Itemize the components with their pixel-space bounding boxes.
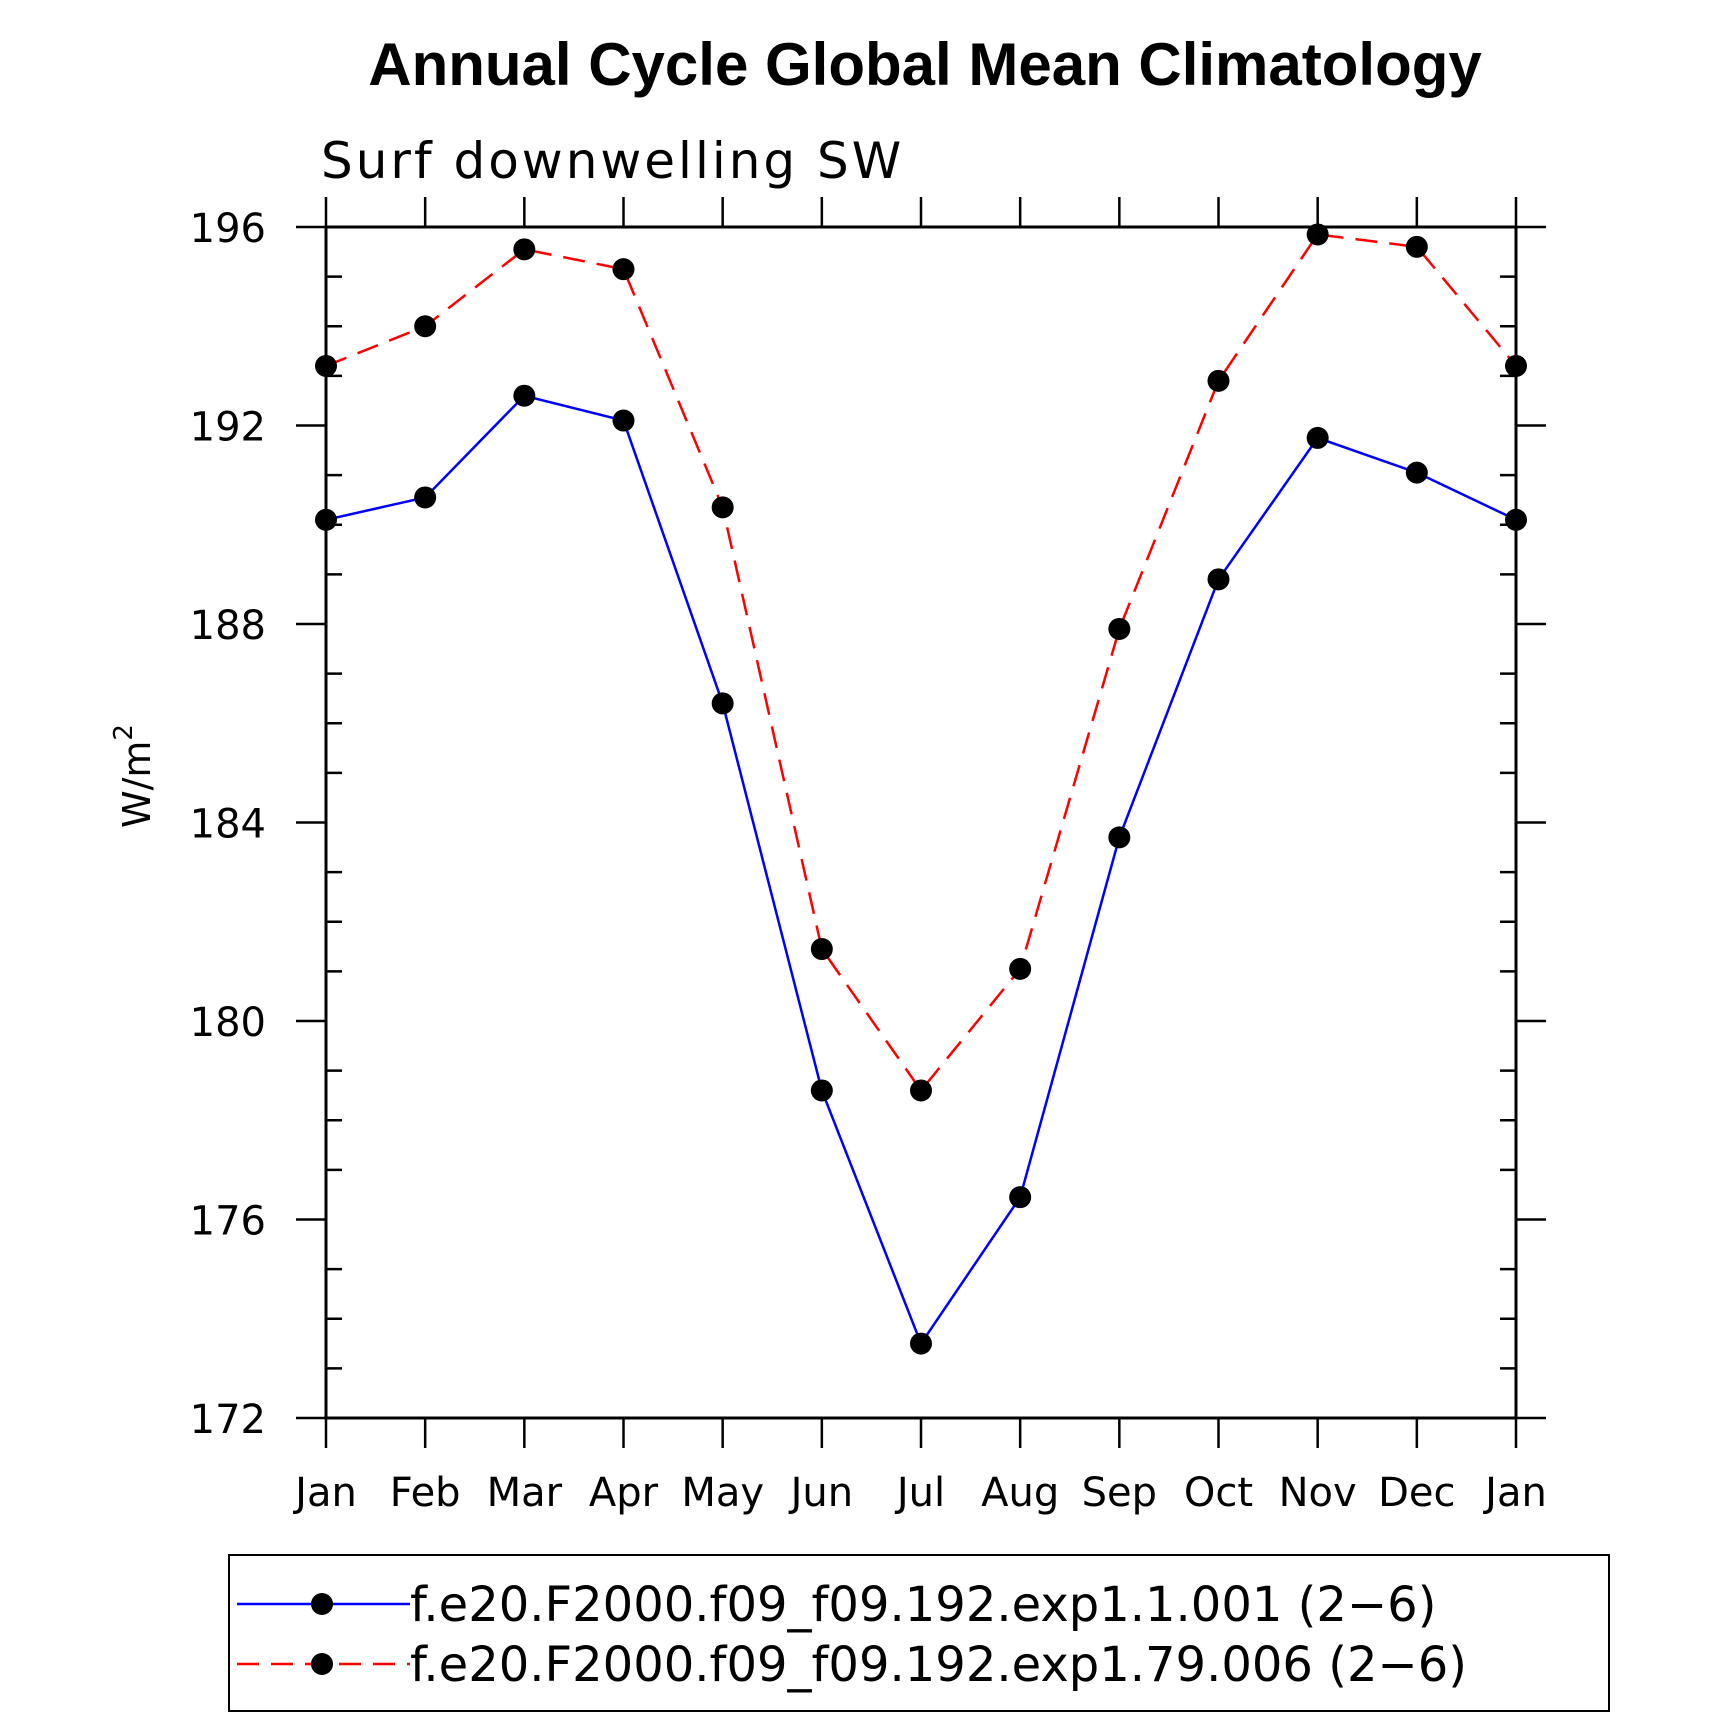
series-line-2: [325, 233, 1517, 1093]
data-point: [810, 1079, 833, 1102]
series-line-1: [325, 394, 1517, 1347]
data-point: [1108, 826, 1131, 849]
legend-label-2: f.e20.F2000.f09_f09.192.exp1.79.006 (2−6…: [410, 1637, 1467, 1693]
legend: f.e20.F2000.f09_f09.192.exp1.1.001 (2−6)…: [237, 1577, 1467, 1693]
y-tick-label: 196: [190, 206, 266, 252]
y-tick-label: 180: [190, 1000, 266, 1046]
x-tick-label: Feb: [390, 1470, 461, 1516]
chart-subtitle: Surf downwelling SW: [321, 132, 904, 190]
data-point: [1405, 461, 1428, 484]
data-point: [1108, 617, 1131, 640]
data-point: [414, 315, 437, 338]
y-tick-label: 176: [190, 1199, 266, 1245]
x-tick-label: Nov: [1279, 1470, 1357, 1516]
data-point: [315, 508, 337, 531]
y-tick-labels: 172 176 180 184 188 192 196: [190, 206, 266, 1443]
x-tick-label: Jan: [292, 1470, 357, 1516]
y-tick-label: 172: [190, 1397, 266, 1443]
series-markers: [315, 223, 1527, 1355]
x-tick-label: Apr: [589, 1470, 659, 1516]
x-tick-label: Dec: [1378, 1470, 1455, 1516]
data-point: [1306, 223, 1329, 246]
data-point: [711, 496, 734, 519]
data-point: [612, 409, 635, 432]
legend-marker-2: [311, 1653, 333, 1675]
y-axis-label: W/m2: [109, 724, 159, 828]
data-point: [1505, 354, 1527, 377]
chart-title: Annual Cycle Global Mean Climatology: [368, 31, 1482, 98]
x-tick-label: Jun: [788, 1470, 854, 1516]
y-axis-label-superscript: 2: [109, 724, 139, 741]
series-lines: [325, 233, 1517, 1347]
data-point: [414, 486, 437, 509]
x-tick-label: Aug: [981, 1470, 1059, 1516]
data-point: [1009, 1186, 1032, 1209]
data-point: [1405, 235, 1428, 258]
legend-label-1: f.e20.F2000.f09_f09.192.exp1.1.001 (2−6): [410, 1577, 1436, 1633]
y-tick-label: 188: [190, 603, 266, 649]
x-tick-label: Sep: [1082, 1470, 1157, 1516]
x-tick-label: Mar: [487, 1470, 563, 1516]
data-point: [910, 1332, 932, 1355]
data-point: [1009, 957, 1032, 980]
y-tick-label: 192: [190, 405, 266, 451]
data-point: [1207, 568, 1230, 591]
x-tick-label: May: [681, 1470, 764, 1516]
y-axis-label-main: W/m: [115, 741, 159, 828]
x-tick-label: Jan: [1482, 1470, 1547, 1516]
legend-box: [228, 1554, 1610, 1712]
x-tick-labels: Jan Feb Mar Apr May Jun Jul Aug Sep Oct Nov Dec Jan: [292, 1470, 1547, 1516]
legend-marker-1: [311, 1593, 333, 1615]
data-point: [513, 384, 536, 407]
x-tick-label: Oct: [1184, 1470, 1253, 1516]
data-point: [513, 238, 536, 261]
plot-frame: [324, 225, 1518, 1420]
data-point: [1306, 426, 1329, 449]
x-tick-label: Jul: [894, 1470, 945, 1516]
data-point: [315, 354, 337, 377]
data-point: [910, 1079, 932, 1102]
data-point: [1207, 369, 1230, 392]
y-tick-label: 184: [190, 802, 266, 848]
data-point: [810, 938, 833, 961]
data-point: [1505, 508, 1527, 531]
axis-ticks: [296, 197, 1546, 1448]
data-point: [711, 692, 734, 715]
data-point: [612, 258, 635, 281]
